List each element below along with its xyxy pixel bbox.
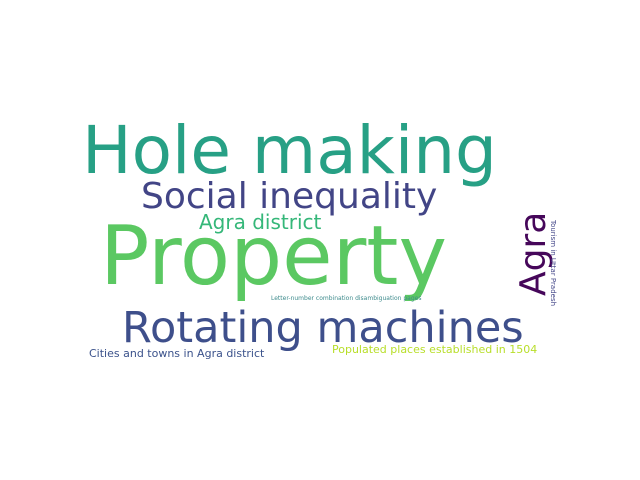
word-agra: Agra [513, 211, 554, 296]
word-tourism: Tourism in Uttar Pradesh [549, 220, 557, 307]
word-cities: Cities and towns in Agra district [89, 347, 265, 360]
word-social-inequality: Social inequality [141, 176, 438, 217]
word-agra-district: Agra district [199, 210, 322, 234]
word-hole-making: Hole making [82, 112, 497, 189]
word-letter-number: Letter-number combination disambiguation… [271, 295, 422, 302]
word-rotating-machines: Rotating machines [122, 303, 524, 353]
word-property: Property [100, 209, 447, 304]
word-populated: Populated places established in 1504 [332, 343, 538, 356]
